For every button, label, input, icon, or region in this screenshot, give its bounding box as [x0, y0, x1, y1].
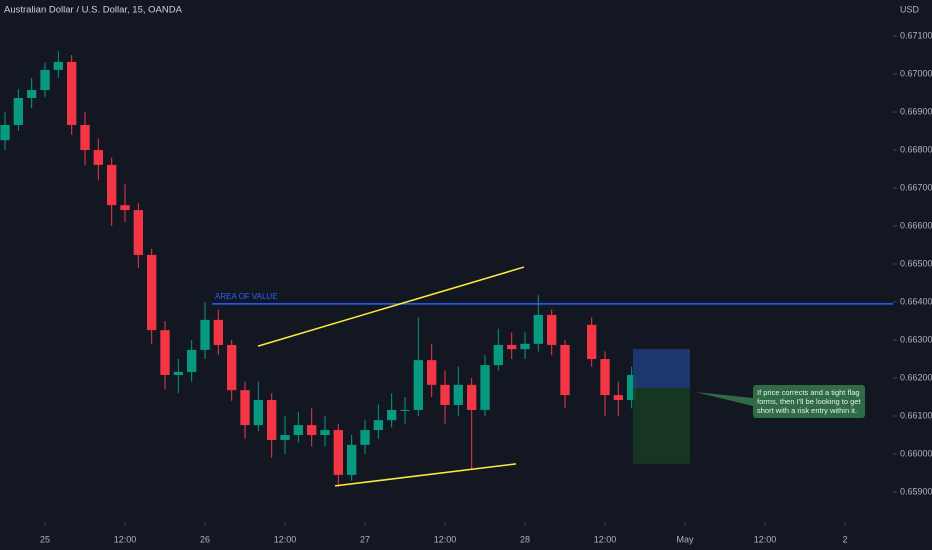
candle-body — [93, 150, 103, 165]
candle-body — [67, 61, 77, 125]
chart-title: Australian Dollar / U.S. Dollar, 15, OAN… — [4, 5, 183, 16]
candle-body — [533, 314, 543, 344]
candle-body — [187, 349, 197, 372]
candle-body — [320, 430, 330, 435]
y-tick-label: 0.66400 — [900, 296, 932, 306]
candle-body — [27, 90, 37, 99]
risk-zone — [633, 349, 690, 388]
trendline — [257, 266, 525, 347]
candle-body — [253, 400, 263, 426]
candle-body — [453, 384, 463, 405]
x-tick-label: 12:00 — [594, 534, 617, 544]
candle-body — [587, 324, 597, 360]
y-tick-label: 0.66300 — [900, 334, 932, 344]
candle-body — [160, 330, 170, 375]
candle-body — [560, 344, 570, 396]
level-label: AREA OF VALUE — [215, 292, 278, 301]
x-tick-label: 26 — [200, 534, 210, 544]
x-tick-label: 12:00 — [754, 534, 777, 544]
y-tick-label: 0.66600 — [900, 220, 932, 230]
y-tick-label: 0.66000 — [900, 448, 932, 458]
candle-body — [440, 384, 450, 405]
candle-body — [293, 425, 303, 435]
candle-body — [600, 359, 610, 396]
y-tick-label: 0.66700 — [900, 182, 932, 192]
candle-body — [147, 254, 157, 331]
currency-label: USD — [900, 4, 920, 14]
x-tick-label: 28 — [520, 534, 530, 544]
x-tick-label: 12:00 — [274, 534, 297, 544]
y-tick-label: 0.67000 — [900, 68, 932, 78]
candle-body — [347, 444, 357, 475]
candle-body — [413, 360, 423, 410]
candle-body — [107, 164, 117, 206]
candle-body — [40, 69, 50, 91]
candle-body — [173, 371, 183, 375]
trendline — [334, 463, 517, 487]
candle-body — [280, 435, 290, 440]
x-tick-label: 27 — [360, 534, 370, 544]
y-tick-label: 0.66200 — [900, 372, 932, 382]
note-pointer — [695, 392, 753, 406]
candle-body — [467, 384, 477, 410]
candle-body — [333, 430, 343, 475]
candle-body — [547, 314, 557, 345]
y-tick-label: 0.67100 — [900, 30, 932, 40]
candle-body — [267, 400, 277, 440]
y-tick-label: 0.66800 — [900, 144, 932, 154]
candle-body — [240, 390, 250, 426]
candle-body — [387, 409, 397, 421]
x-tick-label: 2 — [842, 534, 847, 544]
candle-body — [627, 374, 637, 401]
candle-body — [133, 210, 143, 255]
candle-body — [480, 365, 490, 410]
reward-zone — [633, 387, 690, 464]
candle-body — [427, 360, 437, 385]
note: If price corrects and a tight flag forms… — [753, 385, 865, 418]
candle-body — [53, 61, 63, 70]
candle-body — [360, 430, 370, 445]
candle-body — [80, 124, 90, 151]
y-tick-label: 0.66500 — [900, 258, 932, 268]
x-tick-label: 12:00 — [114, 534, 137, 544]
x-tick-label: 25 — [40, 534, 50, 544]
candle-body — [213, 319, 223, 345]
y-tick-label: 0.65900 — [900, 486, 932, 496]
candle-body — [400, 409, 410, 411]
candle-body — [493, 344, 503, 366]
candle-body — [227, 344, 237, 391]
candle-body — [200, 319, 210, 350]
candle-body — [613, 395, 623, 401]
y-tick-label: 0.66900 — [900, 106, 932, 116]
candle-body — [373, 420, 383, 431]
candle-body — [507, 344, 517, 350]
candle-body — [307, 425, 317, 435]
candle-body — [0, 124, 10, 141]
candle-body — [520, 343, 530, 350]
x-tick-label: May — [676, 534, 694, 544]
candle-body — [13, 98, 23, 125]
candle-body — [120, 205, 130, 211]
y-tick-label: 0.66100 — [900, 410, 932, 420]
x-tick-label: 12:00 — [434, 534, 457, 544]
